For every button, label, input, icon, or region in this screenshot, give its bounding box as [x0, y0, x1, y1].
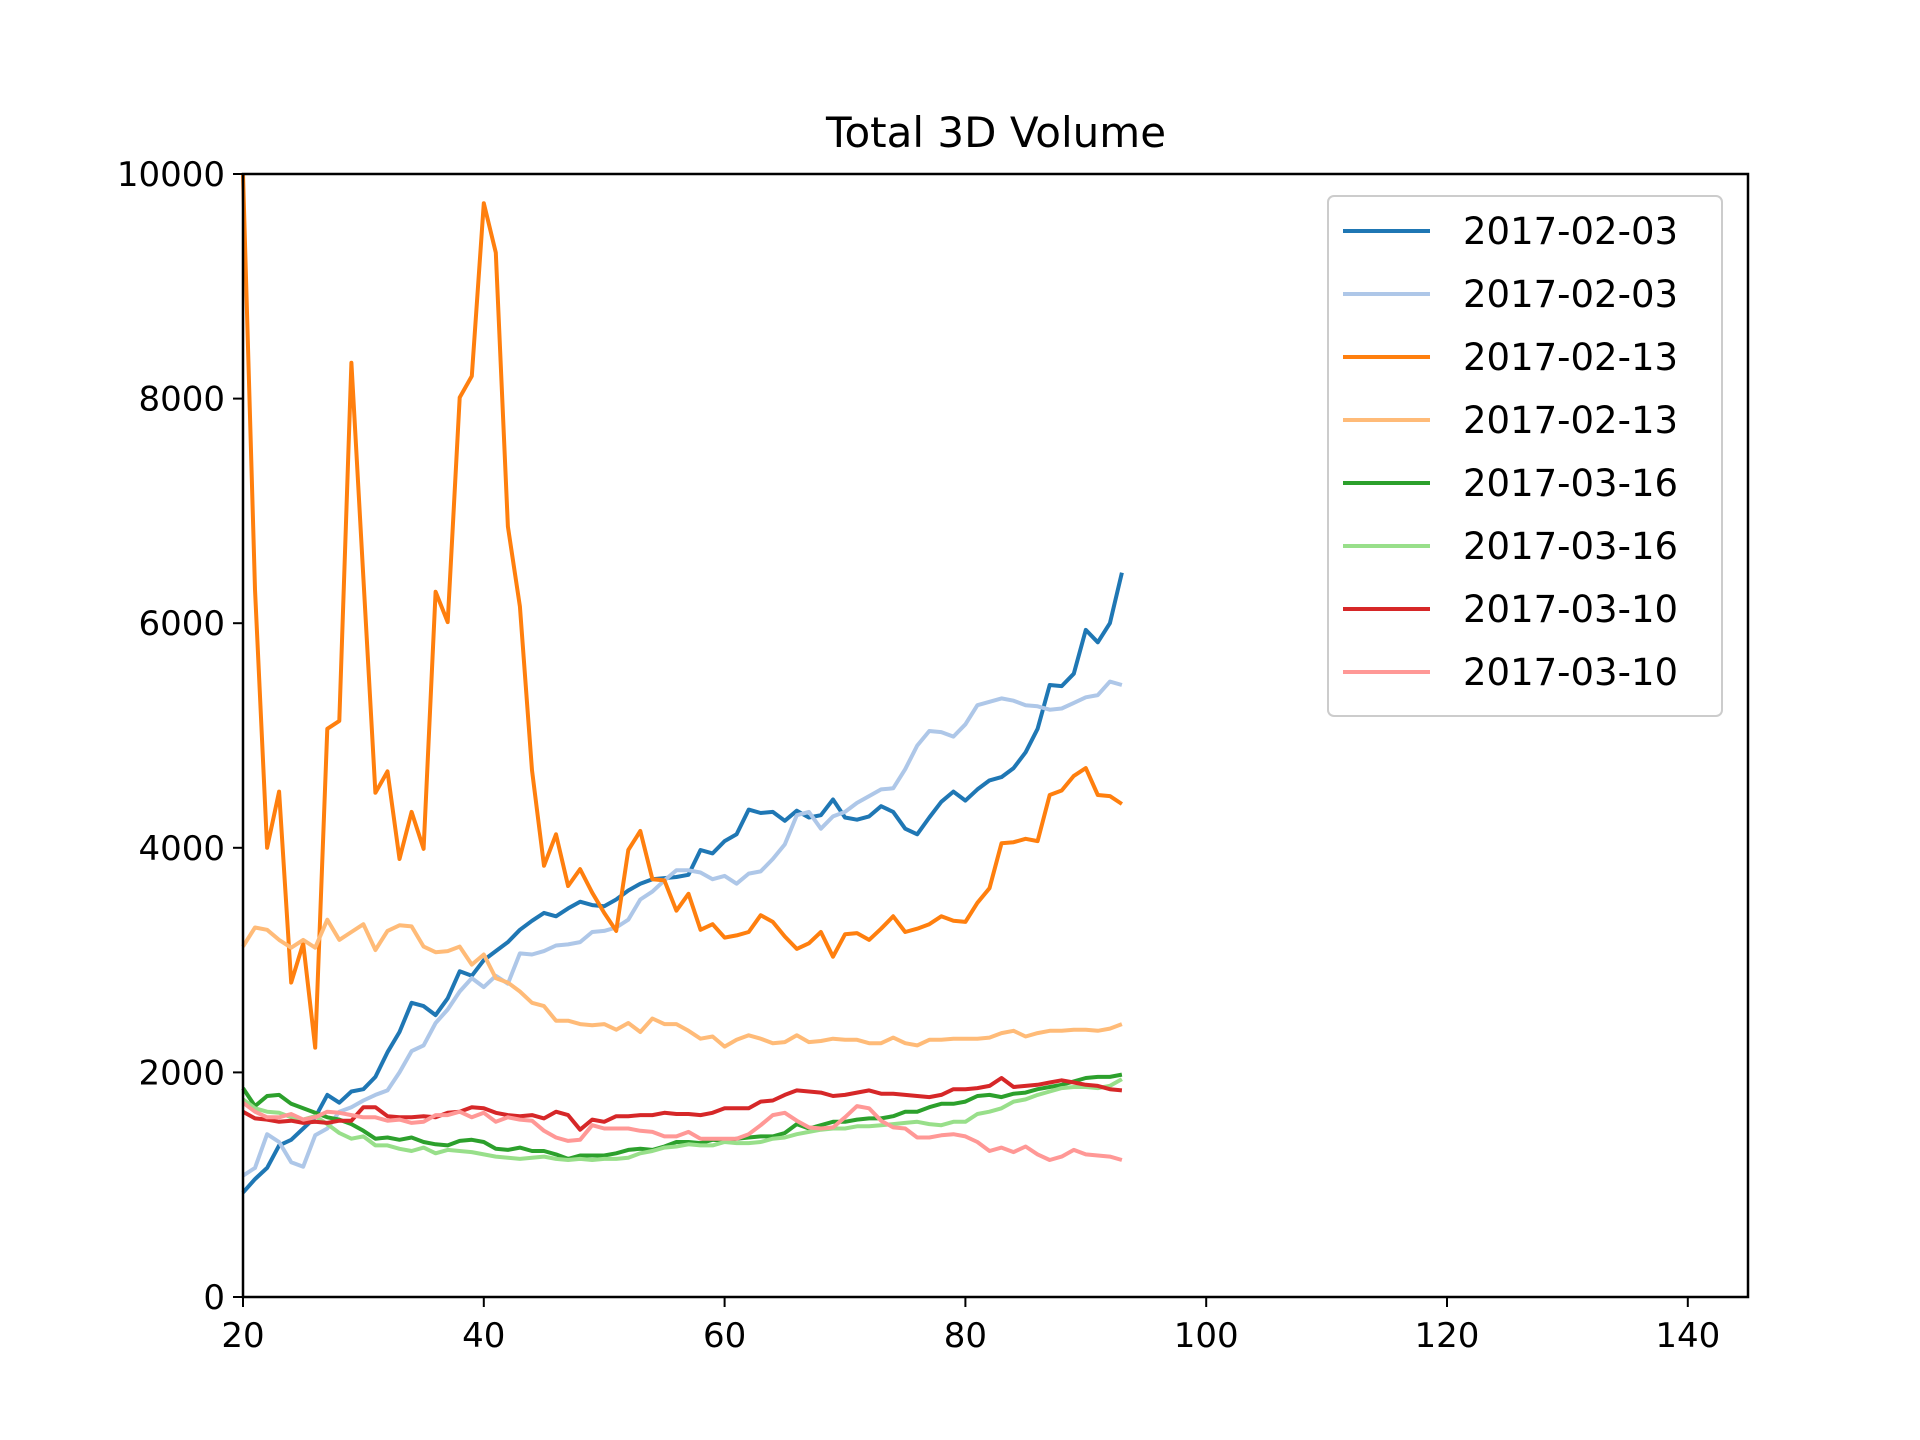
chart-title: Total 3D Volume [825, 108, 1166, 157]
plot-frame [241, 172, 1750, 1299]
y-tick-label: 4000 [138, 829, 225, 869]
series-line-8 [241, 1101, 1123, 1162]
x-tick-label: 80 [944, 1316, 987, 1356]
legend-label: 2017-03-10 [1463, 588, 1678, 631]
series-line-7 [242, 1076, 1123, 1132]
plot-lines [241, 173, 1124, 1194]
legend-label: 2017-02-03 [1463, 273, 1678, 316]
y-axis: 0 2000 4000 6000 8000 10000 [117, 155, 243, 1318]
x-tick-label: 20 [221, 1316, 264, 1356]
legend: 2017-02-03 2017-02-03 2017-02-13 2017-02-13… [1327, 195, 1723, 717]
legend-label: 2017-03-10 [1463, 651, 1678, 694]
series-line-6 [241, 1077, 1123, 1162]
series-line-2 [241, 679, 1123, 1178]
x-tick-label: 120 [1415, 1316, 1480, 1356]
x-tick-label: 60 [703, 1316, 746, 1356]
legend-label: 2017-03-16 [1463, 525, 1678, 568]
y-tick-label: 2000 [138, 1053, 225, 1093]
legend-frame [1327, 195, 1723, 717]
legend-label: 2017-02-13 [1463, 336, 1678, 379]
x-tick-label: 40 [462, 1316, 505, 1356]
legend-label: 2017-02-13 [1463, 399, 1678, 442]
y-tick-label: 10000 [117, 155, 225, 195]
x-axis: 20 40 60 80 100 120 140 [221, 1297, 1720, 1356]
legend-label: 2017-02-03 [1463, 210, 1678, 253]
series-line-4 [241, 917, 1123, 1049]
x-tick-label: 140 [1655, 1316, 1720, 1356]
series-line-3 [241, 173, 1123, 1050]
y-tick-label: 0 [203, 1278, 225, 1318]
y-tick-label: 8000 [138, 380, 225, 420]
y-tick-label: 6000 [138, 604, 225, 644]
series-line-5 [241, 1072, 1123, 1161]
x-tick-label: 100 [1174, 1316, 1239, 1356]
legend-label: 2017-03-16 [1463, 462, 1678, 505]
series-line-1 [241, 572, 1124, 1194]
